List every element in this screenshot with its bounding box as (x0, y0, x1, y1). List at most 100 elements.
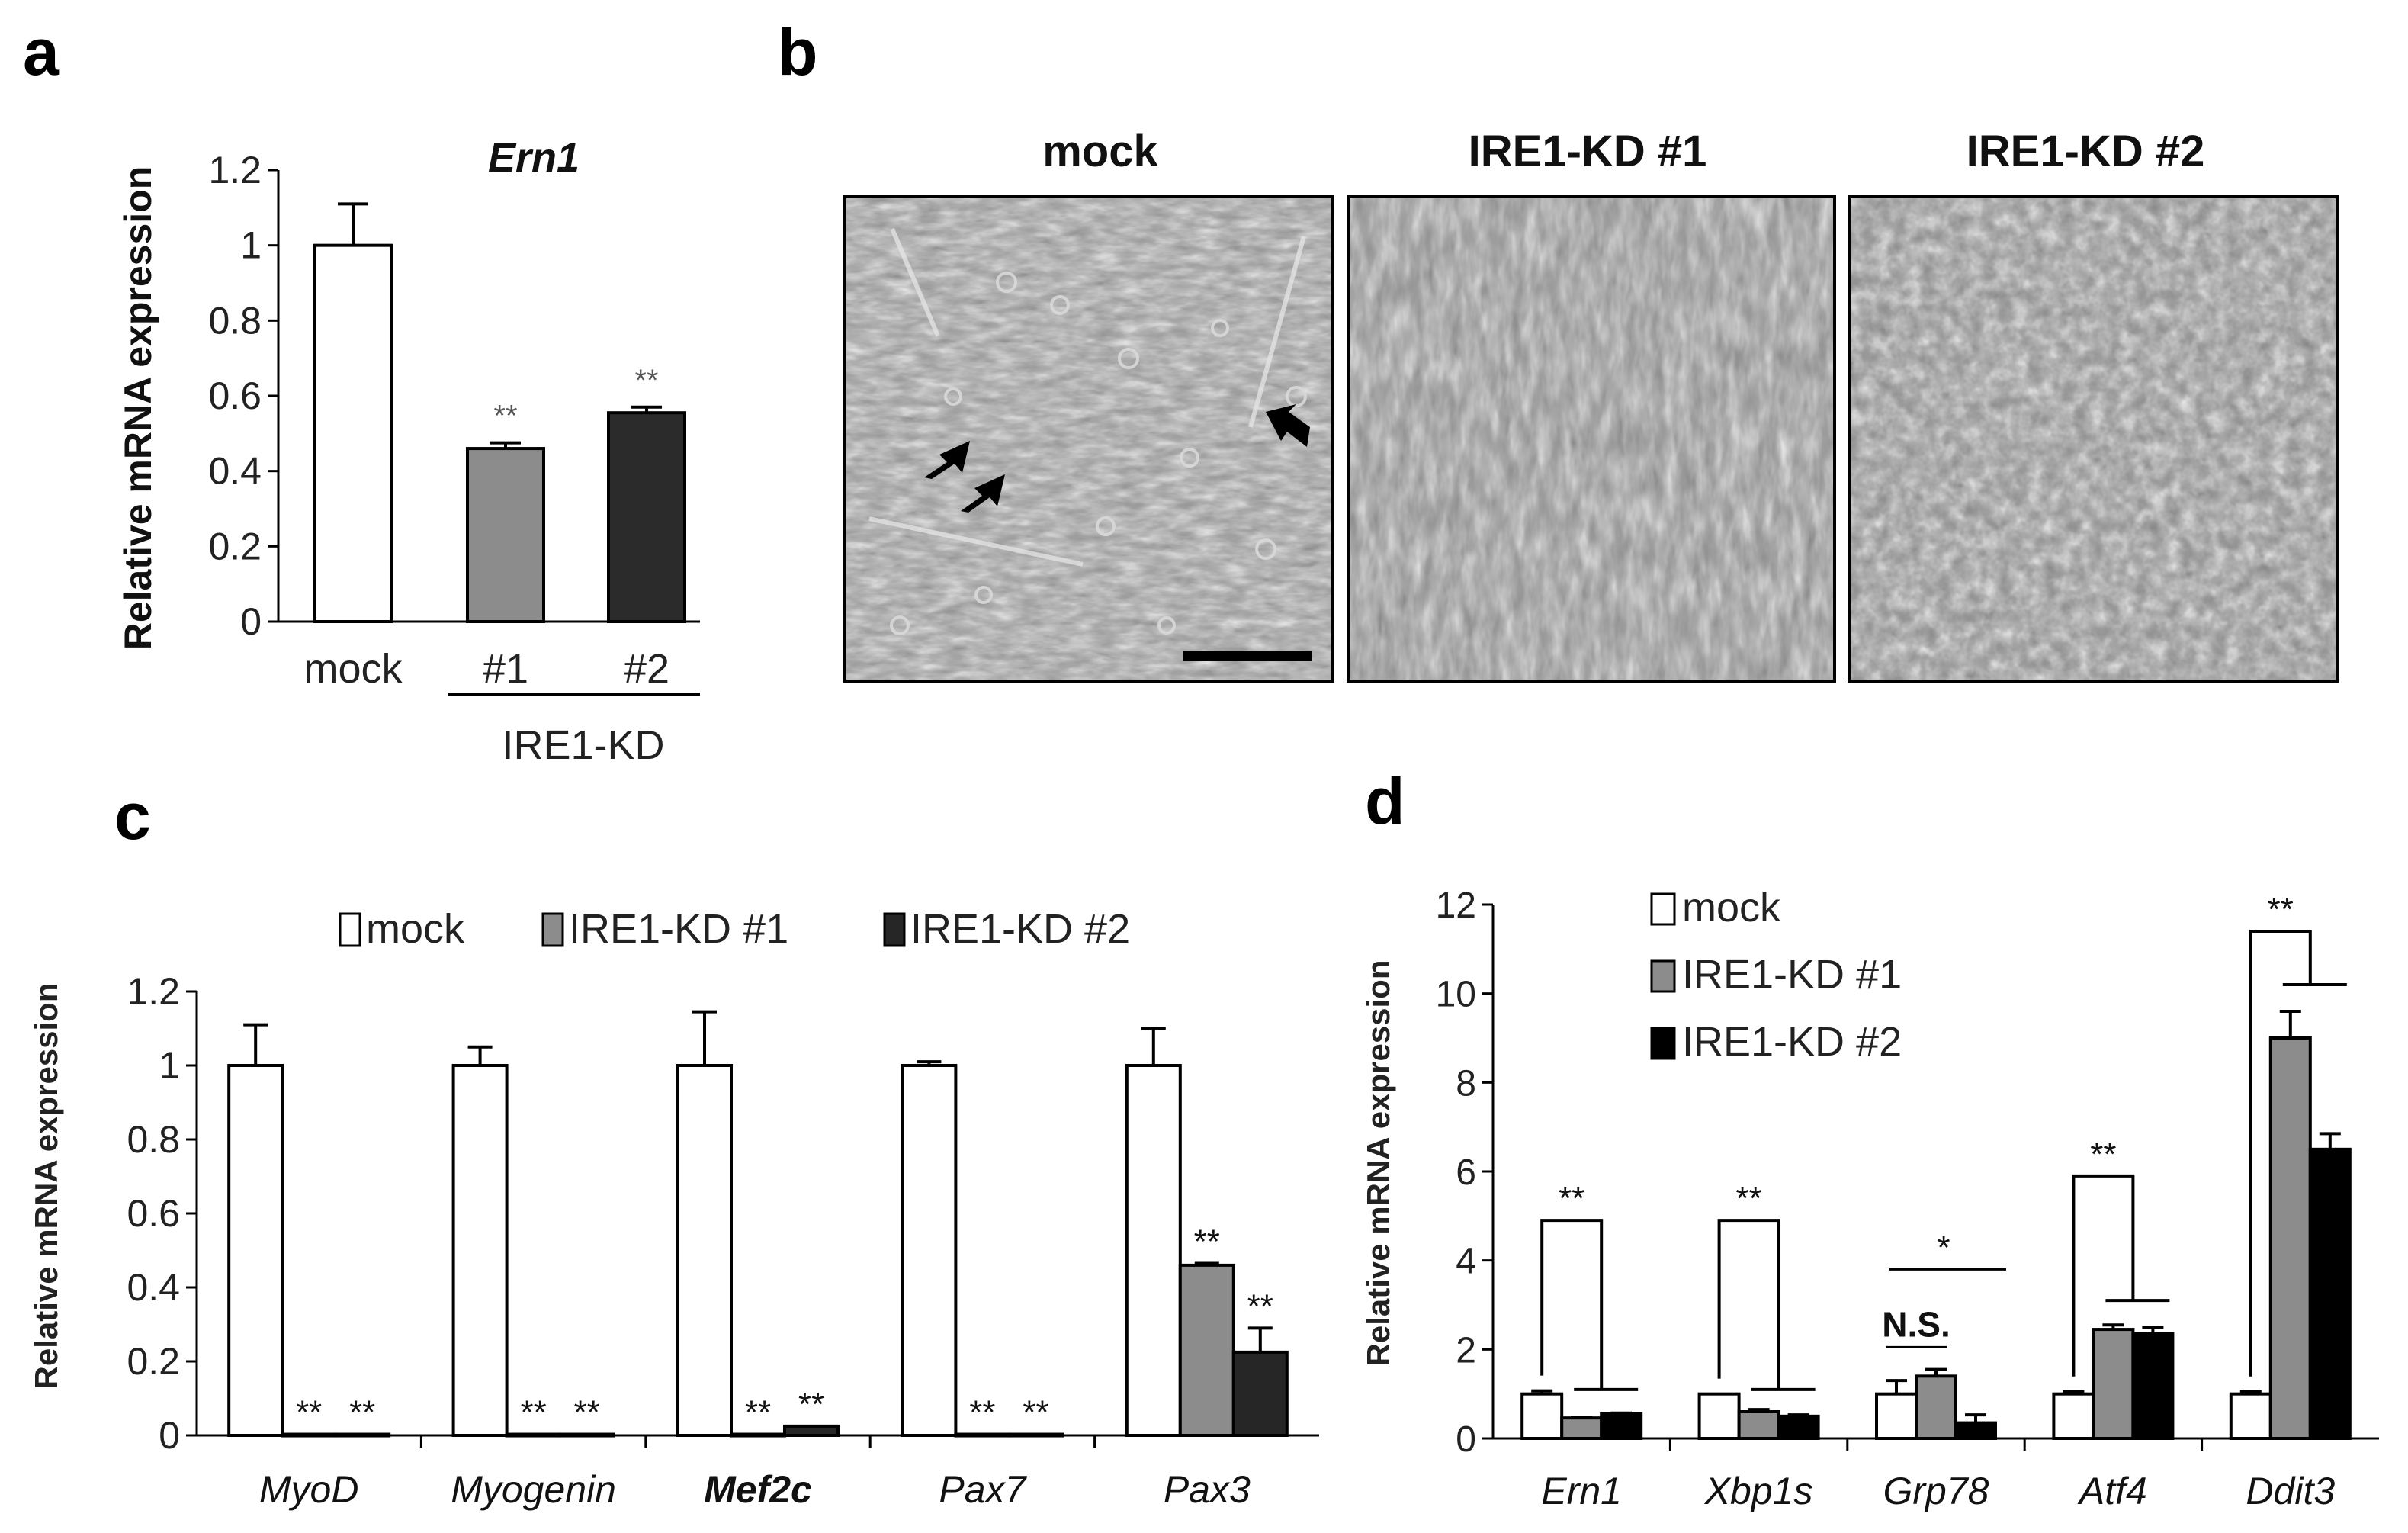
bar-Pax7-IRE1-KD #1 (954, 1432, 1011, 1438)
significance-label: ** (745, 1394, 771, 1432)
panel-b: b mock IRE1-KD #1 IRE1-KD #2 (778, 16, 2339, 683)
significance-label: ** (969, 1394, 995, 1432)
bar-Mef2c-IRE1-KD #1 (730, 1432, 786, 1438)
bar-MyoD-mock (227, 1064, 284, 1437)
bar-MyoD-IRE1-KD #1 (281, 1432, 338, 1438)
x-category-label: Grp78 (1883, 1470, 1989, 1512)
x-category-label: Atf4 (2077, 1470, 2147, 1512)
y-tick-label: 0.8 (208, 299, 262, 342)
bar-Ddit3-IRE1-KD #1 (2268, 1036, 2312, 1440)
ns-label: N.S. (1882, 1304, 1950, 1344)
y-tick-label: 10 (1436, 975, 1476, 1015)
chart-a-title: Ern1 (488, 135, 580, 181)
arrow-markers (924, 404, 1310, 513)
y-tick-label: 1.2 (127, 970, 180, 1013)
panel-d: d Relative mRNA expression mock IRE1-KD … (1360, 765, 2379, 1512)
panel-letter-b: b (778, 16, 818, 89)
y-tick-label: 1 (159, 1044, 180, 1087)
bar-Ern1-IRE1-KD #2 (1600, 1412, 1643, 1440)
bar-Myogenin-mock (451, 1064, 509, 1437)
y-tick-label: 0.4 (208, 450, 262, 493)
x-category-label: Ddit3 (2246, 1470, 2335, 1512)
significance-label: ** (1194, 1223, 1220, 1260)
significance-label: ** (1247, 1287, 1273, 1325)
y-tick-label: 0 (240, 600, 262, 643)
bar-#2 (607, 411, 686, 623)
significance-bracket (2072, 1174, 2135, 1377)
bar-Atf4-mock (2052, 1392, 2095, 1440)
bar-Grp78-mock (1875, 1392, 1918, 1440)
bar-Xbp1s-mock (1697, 1392, 1741, 1440)
significance-bracket (2249, 930, 2312, 1377)
significance-label: * (1937, 1229, 1950, 1266)
significance-label: ** (1559, 1180, 1584, 1217)
bar-mock (313, 243, 393, 623)
chart-a: 0 0.2 0.4 0.6 0.8 1 1.2 mock #1 #2 ** ** (208, 149, 700, 692)
legend-c: mock IRE1-KD #1 IRE1-KD #2 (339, 906, 1130, 952)
y-tick-label: 1.2 (208, 149, 262, 191)
panel-c: c Relative mRNA expression mock IRE1-KD … (28, 780, 1319, 1511)
bar-Mef2c-mock (676, 1064, 733, 1437)
image-title-kd1: IRE1-KD #1 (1469, 127, 1707, 176)
legend-swatch-kd2 (883, 912, 906, 947)
legend-swatch-mock (339, 912, 361, 947)
x-category-label: Mef2c (704, 1468, 812, 1511)
panel-letter-a: a (23, 16, 60, 89)
legend-swatch-kd1 (541, 912, 564, 947)
y-tick-label: 8 (1456, 1063, 1476, 1104)
chart-c: 0 0.2 0.4 0.6 0.8 1 1.2 ** ** MyoD ** ** Myogenin ** *… (127, 970, 1319, 1511)
legend-swatch-mock (1650, 892, 1676, 926)
micrograph-kd1 (1347, 195, 1836, 683)
panel-letter-c: c (114, 780, 151, 853)
bar-Pax7-mock (901, 1064, 958, 1437)
image-title-mock: mock (1042, 127, 1158, 176)
x-category-label: Ern1 (1541, 1470, 1622, 1512)
chart-d-ylabel: Relative mRNA expression (1360, 960, 1396, 1367)
bar-Mef2c-IRE1-KD #2 (783, 1424, 840, 1437)
significance-label: ** (2268, 891, 2294, 928)
bar-Pax3-IRE1-KD #2 (1231, 1350, 1289, 1437)
bar-Myogenin-IRE1-KD #2 (558, 1432, 615, 1438)
bar-Pax3-IRE1-KD #1 (1178, 1263, 1235, 1438)
y-tick-label: 0.4 (127, 1266, 180, 1309)
y-tick-label: 0.8 (127, 1118, 180, 1161)
x-category-label: Pax7 (939, 1468, 1027, 1511)
bar-MyoD-IRE1-KD #2 (334, 1432, 391, 1438)
micrograph-kd2 (1848, 195, 2339, 683)
legend-swatch-kd1 (1650, 959, 1676, 993)
legend-swatch-kd2 (1650, 1027, 1676, 1060)
legend-label-kd2: IRE1-KD #2 (1682, 1019, 1902, 1065)
bar-Grp78-IRE1-KD #1 (1915, 1374, 1957, 1441)
x-category-label: MyoD (259, 1468, 359, 1511)
bar-Xbp1s-IRE1-KD #1 (1737, 1410, 1780, 1440)
group-label: IRE1-KD (502, 722, 664, 768)
y-tick-label: 0.2 (127, 1340, 180, 1383)
legend-label-mock: mock (1682, 885, 1781, 930)
bar-Grp78-IRE1-KD #2 (1954, 1421, 1997, 1441)
bar-Myogenin-IRE1-KD #1 (505, 1432, 562, 1438)
bar-#1 (466, 447, 545, 623)
bar-Ddit3-mock (2229, 1392, 2272, 1440)
y-tick-label: 12 (1436, 885, 1476, 926)
bar-Atf4-IRE1-KD #2 (2131, 1332, 2175, 1440)
y-tick-label: 1 (240, 224, 262, 267)
x-category-label: Myogenin (451, 1468, 616, 1511)
legend-d: mock IRE1-KD #1 IRE1-KD #2 (1650, 885, 1902, 1065)
significance-bracket (1717, 1219, 1780, 1390)
significance-label: ** (520, 1394, 546, 1432)
significance-label: ** (1023, 1394, 1048, 1432)
legend-label-kd1: IRE1-KD #1 (1682, 952, 1902, 998)
y-tick-label: 4 (1456, 1242, 1476, 1282)
x-category-label: #2 (624, 646, 669, 692)
y-tick-label: 6 (1456, 1152, 1476, 1193)
bar-Ern1-mock (1520, 1392, 1564, 1440)
bar-Ddit3-IRE1-KD #2 (2308, 1147, 2352, 1441)
legend-label-kd1: IRE1-KD #1 (569, 906, 788, 952)
y-tick-label: 0.2 (208, 525, 262, 567)
bar-Pax7-IRE1-KD #2 (1007, 1432, 1064, 1438)
x-category-label: Xbp1s (1704, 1470, 1813, 1512)
significance-label: ** (296, 1394, 322, 1432)
y-tick-label: 2 (1456, 1330, 1476, 1371)
significance-label: ** (1735, 1180, 1761, 1217)
x-category-label: Pax3 (1164, 1468, 1251, 1511)
